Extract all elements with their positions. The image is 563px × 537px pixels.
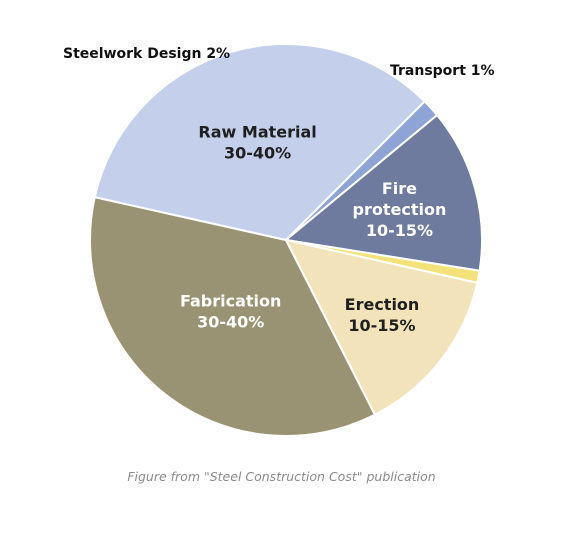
- pie-label-steelwork-design-2: Steelwork Design 2%: [63, 46, 230, 62]
- pie-slice-erection: [285, 239, 479, 416]
- pie-slice-fire: [285, 114, 483, 272]
- chart-caption: Figure from "Steel Construction Cost" pu…: [127, 469, 436, 484]
- pie-slice-fabrication: [89, 196, 376, 437]
- pie-label-erection-line-1: Erection: [345, 295, 420, 314]
- pie-label-fire-line-3: 10-15%: [366, 221, 433, 240]
- pie-label-erection-line-2: 10-15%: [348, 316, 415, 335]
- pie-slice-raw-material: [93, 43, 426, 241]
- pie-label-raw-material-line-1: Raw Material: [198, 123, 316, 142]
- pie-label-transport-1: Transport 1%: [390, 63, 495, 79]
- pie-labels: Fabrication 30-40% Raw Material 30-40% Steel…: [63, 46, 495, 335]
- pie-label-fire-line-1: Fire: [382, 179, 417, 198]
- pie-label-fire-line-2: protection: [353, 200, 447, 219]
- pie-slices: [89, 43, 483, 437]
- pie-label-fabrication-line-1: Fabrication: [180, 292, 281, 311]
- pie-label-fabrication-line-2: 30-40%: [197, 313, 264, 332]
- pie-label-raw-material-line-2: 30-40%: [224, 144, 291, 163]
